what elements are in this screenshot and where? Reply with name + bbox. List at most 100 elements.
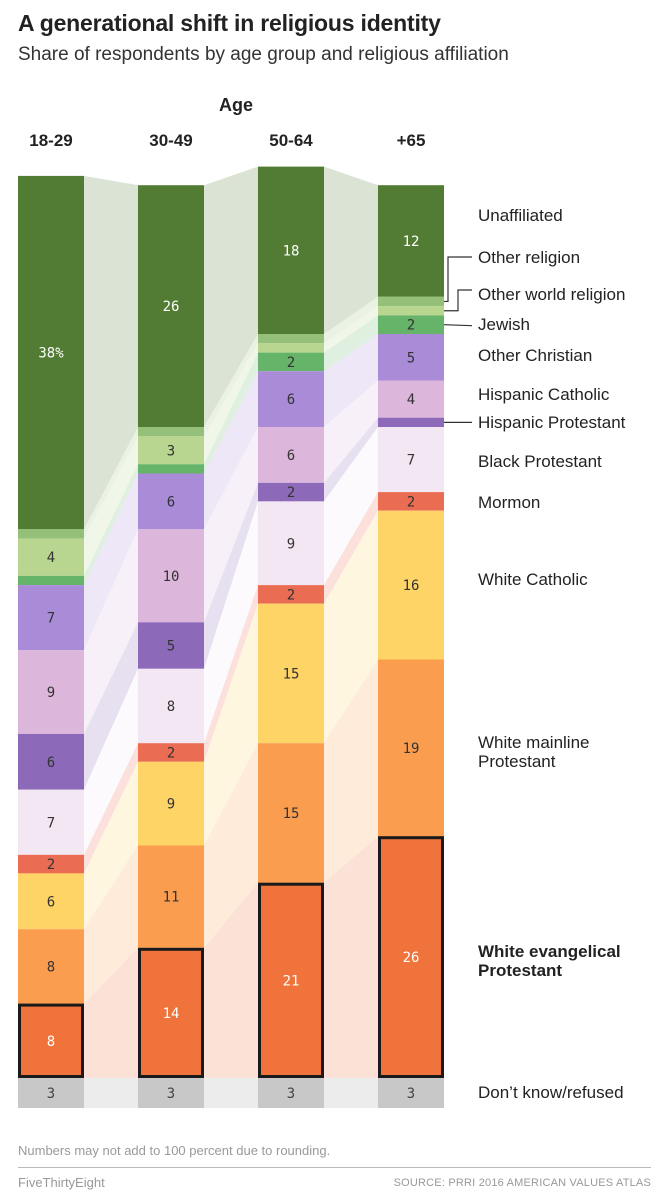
value-label-white-catholic-18-29: 6 [47, 894, 55, 910]
value-label-white-mainline-protestant-65: 19 [403, 741, 420, 757]
legend-other-christian: Other Christian [478, 346, 592, 365]
value-label-don-t-know-refused-65: 3 [407, 1086, 415, 1102]
leader-other-world-religion [444, 289, 472, 312]
bar-white-mainline-protestant-18-29 [18, 929, 84, 1004]
value-label-mormon-65: 2 [407, 494, 415, 510]
value-label-hispanic-catholic-30-49: 10 [163, 569, 180, 585]
value-label-jewish-65: 2 [407, 318, 415, 334]
value-label-don-t-know-refused-18-29: 3 [47, 1086, 55, 1102]
band-white-mainline-protestant-3 [324, 659, 378, 883]
bar-unaffiliated-18-29 [18, 175, 84, 530]
category-label-65: +65 [397, 131, 426, 150]
value-label-other-christian-18-29: 7 [47, 611, 55, 627]
band-black-protestant-2 [204, 501, 258, 744]
band-white-catholic-3 [324, 510, 378, 744]
value-label-black-protestant-50-64: 9 [287, 536, 295, 552]
legend-hispanic-catholic: Hispanic Catholic [478, 385, 610, 404]
category-label-30-49: 30-49 [149, 131, 192, 150]
band-unaffiliated-3 [324, 166, 378, 334]
bar-white-catholic-65 [378, 510, 444, 660]
value-label-hispanic-protestant-18-29: 6 [47, 755, 55, 771]
bar-white-catholic-50-64 [258, 603, 324, 744]
band-white-evangelical-protestant-2 [204, 882, 258, 1078]
band-other-religion-3 [324, 296, 378, 344]
highlight-outline-65 [378, 836, 444, 1079]
bar-white-evangelical-protestant-50-64 [258, 882, 324, 1078]
band-other-religion-2 [204, 334, 258, 437]
band-mormon-2 [204, 585, 258, 762]
band-other-world-religion-1 [84, 436, 138, 576]
value-label-other-christian-65: 5 [407, 350, 415, 366]
bar-mormon-65 [378, 492, 444, 511]
band-white-catholic-2 [204, 603, 258, 846]
bar-mormon-18-29 [18, 854, 84, 874]
band-other-christian-1 [84, 473, 138, 651]
bar-white-catholic-18-29 [18, 873, 84, 930]
bar-other-world-religion-65 [378, 306, 444, 316]
bar-mormon-50-64 [258, 585, 324, 604]
bar-don-t-know-refused-50-64 [258, 1078, 324, 1108]
bar-unaffiliated-65 [378, 185, 444, 297]
bar-jewish-18-29 [18, 575, 84, 586]
band-don-t-know-refused-3 [324, 1078, 378, 1108]
value-label-black-protestant-65: 7 [407, 453, 415, 469]
bar-white-evangelical-protestant-18-29 [18, 1003, 84, 1078]
bar-hispanic-catholic-50-64 [258, 427, 324, 483]
band-white-mainline-protestant-2 [204, 743, 258, 948]
bar-black-protestant-65 [378, 427, 444, 493]
value-label-mormon-18-29: 2 [47, 857, 55, 873]
value-label-white-catholic-65: 16 [403, 578, 420, 594]
legend-white-mainline-protestant: White mainline Protestant [478, 733, 590, 771]
band-other-religion-1 [84, 427, 138, 539]
band-white-mainline-protestant-1 [84, 845, 138, 1004]
band-don-t-know-refused-2 [204, 1078, 258, 1108]
bar-unaffiliated-50-64 [258, 166, 324, 334]
value-label-mormon-50-64: 2 [287, 587, 295, 603]
bar-other-religion-65 [378, 296, 444, 307]
legend-other-religion: Other religion [478, 248, 580, 267]
value-label-don-t-know-refused-50-64: 3 [287, 1086, 295, 1102]
source-note: SOURCE: PRRI 2016 AMERICAN VALUES ATLAS [393, 1177, 651, 1189]
bar-hispanic-protestant-30-49 [138, 622, 204, 669]
bar-other-world-religion-18-29 [18, 538, 84, 576]
value-label-don-t-know-refused-30-49: 3 [167, 1086, 175, 1102]
value-label-hispanic-protestant-30-49: 5 [167, 639, 175, 655]
bar-white-mainline-protestant-50-64 [258, 743, 324, 883]
legend-jewish: Jewish [478, 315, 530, 334]
band-hispanic-protestant-3 [324, 417, 378, 502]
value-label-unaffiliated-65: 12 [403, 234, 420, 250]
highlight-outline-50-64 [258, 882, 324, 1079]
bar-don-t-know-refused-30-49 [138, 1078, 204, 1108]
value-label-white-evangelical-protestant-18-29: 8 [47, 1034, 55, 1050]
band-jewish-1 [84, 464, 138, 586]
value-label-other-christian-50-64: 6 [287, 392, 295, 408]
value-label-unaffiliated-30-49: 26 [163, 299, 180, 315]
value-label-white-catholic-50-64: 15 [283, 666, 300, 682]
bar-black-protestant-18-29 [18, 789, 84, 855]
bar-other-christian-65 [378, 334, 444, 381]
bar-don-t-know-refused-65 [378, 1078, 444, 1108]
value-label-white-evangelical-protestant-65: 26 [403, 950, 420, 966]
value-label-black-protestant-30-49: 8 [167, 699, 175, 715]
bar-white-mainline-protestant-65 [378, 659, 444, 837]
bar-other-religion-18-29 [18, 529, 84, 539]
connector-bands [84, 166, 378, 1108]
band-white-evangelical-protestant-3 [324, 836, 378, 1078]
bar-jewish-50-64 [258, 352, 324, 372]
band-hispanic-protestant-1 [84, 622, 138, 790]
highlight-outline-30-49 [138, 947, 204, 1078]
bar-other-christian-30-49 [138, 473, 204, 530]
chart-title: A generational shift in religious identi… [18, 10, 441, 36]
legend-white-evangelical-protestant-line1: White evangelical [478, 942, 621, 961]
bar-other-christian-50-64 [258, 371, 324, 427]
bar-hispanic-catholic-18-29 [18, 650, 84, 734]
band-hispanic-catholic-1 [84, 529, 138, 734]
band-other-christian-2 [204, 371, 258, 530]
chart-subtitle: Share of respondents by age group and re… [18, 44, 509, 65]
value-label-jewish-50-64: 2 [287, 355, 295, 371]
legend-black-protestant: Black Protestant [478, 452, 602, 471]
value-label-black-protestant-18-29: 7 [47, 815, 55, 831]
value-label-white-mainline-protestant-30-49: 11 [163, 890, 180, 906]
bar-white-mainline-protestant-30-49 [138, 845, 204, 948]
band-mormon-3 [324, 492, 378, 604]
